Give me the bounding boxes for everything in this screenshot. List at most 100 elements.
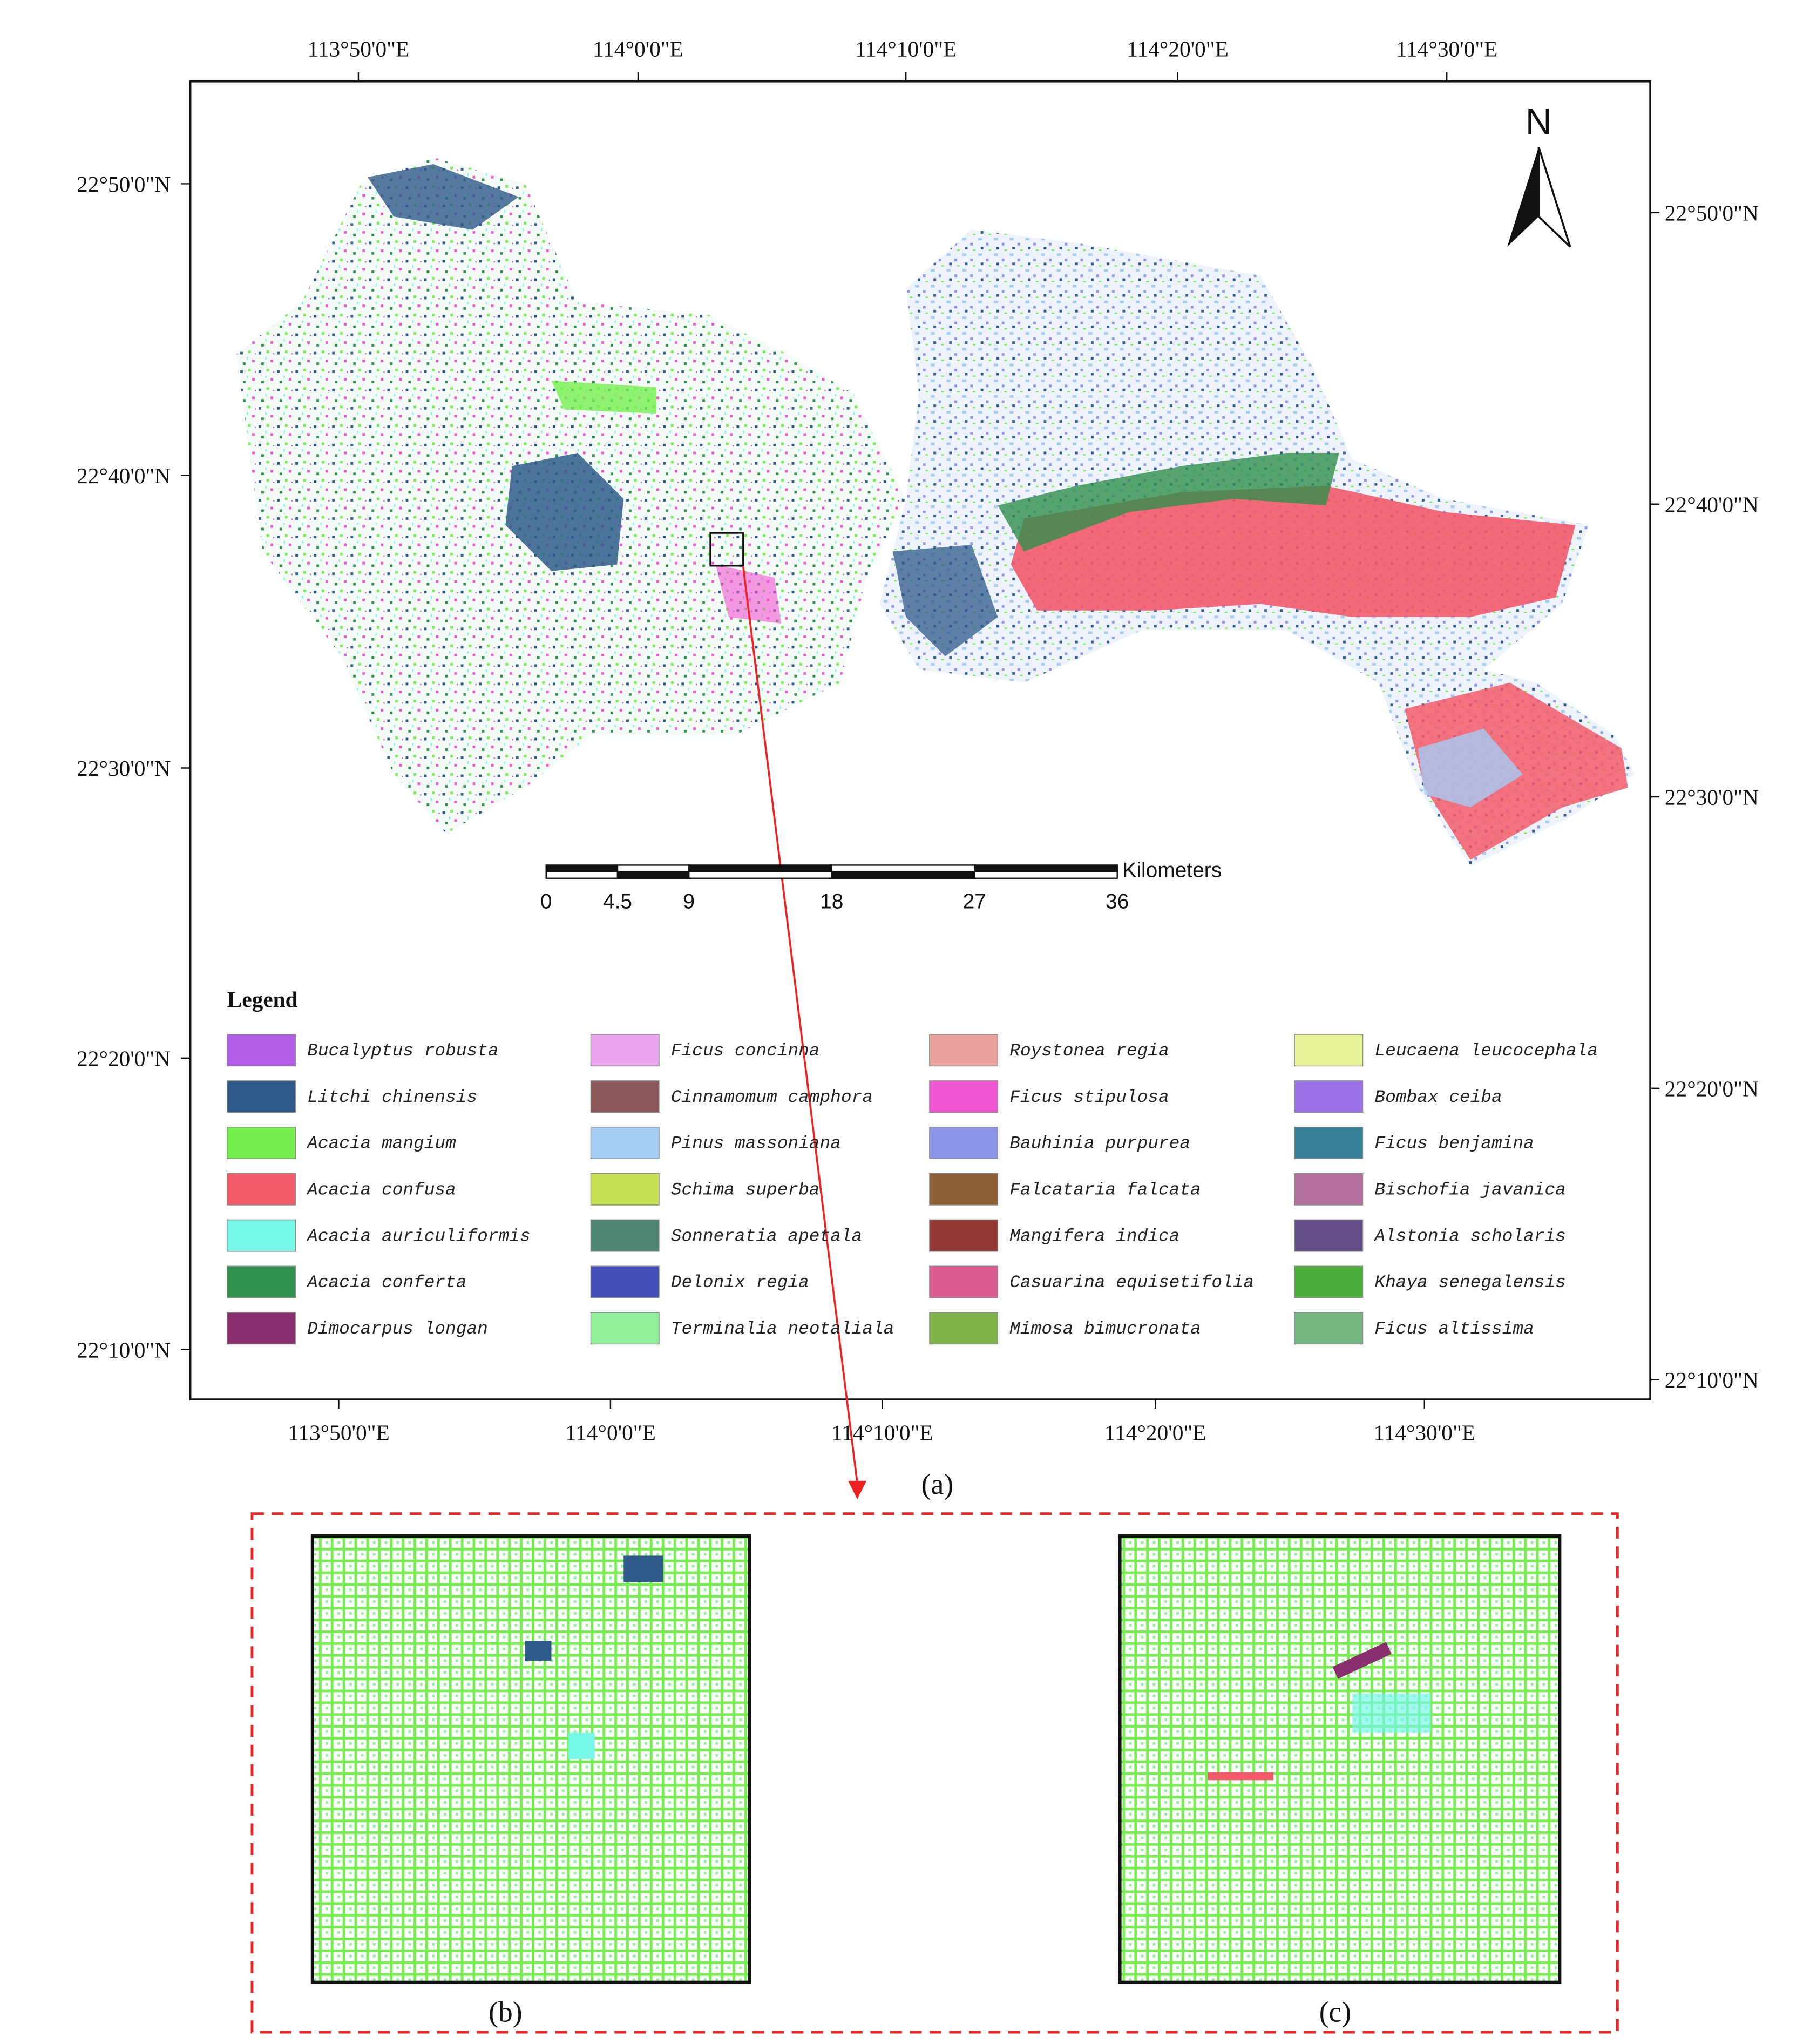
legend-swatch bbox=[590, 1034, 660, 1067]
panel-label: (c) bbox=[1319, 1996, 1351, 2028]
lat-label: 22°50'0"N bbox=[77, 172, 171, 197]
scale-segment bbox=[831, 871, 975, 879]
legend-swatch bbox=[929, 1127, 999, 1159]
lat-label: 22°30'0"N bbox=[1665, 785, 1759, 810]
legend-label: Schima superba bbox=[671, 1180, 820, 1200]
legend-label: Acacia mangium bbox=[306, 1134, 456, 1154]
legend-swatch bbox=[590, 1219, 660, 1252]
legend-label: Ficus stipulosa bbox=[1009, 1087, 1169, 1107]
patch bbox=[1332, 1642, 1392, 1679]
legend-label: Acacia conferta bbox=[306, 1273, 466, 1292]
scale-segment bbox=[973, 871, 1118, 879]
scale-segment bbox=[616, 871, 690, 879]
legend-label: Terminalia neotaliala bbox=[671, 1319, 894, 1339]
lon-label: 114°30'0"E bbox=[1396, 37, 1498, 62]
legend-label: Khaya senegalensis bbox=[1374, 1273, 1565, 1292]
legend-label: Litchi chinensis bbox=[307, 1087, 477, 1107]
lat-label: 22°10'0"N bbox=[77, 1337, 171, 1362]
pinus-patch bbox=[1418, 728, 1523, 808]
lon-label: 114°10'0"E bbox=[855, 37, 957, 62]
legend-label: Falcataria falcata bbox=[1009, 1180, 1201, 1200]
legend-label: Bischofia javanica bbox=[1374, 1180, 1565, 1200]
zoom-box bbox=[709, 532, 744, 567]
scale-segment bbox=[688, 871, 832, 879]
patch bbox=[568, 1732, 595, 1759]
lon-label: 113°50'0"E bbox=[308, 37, 410, 62]
legend-swatch bbox=[929, 1173, 999, 1206]
scale-label: 4.5 bbox=[603, 890, 632, 913]
legend-swatch bbox=[227, 1127, 296, 1159]
scale-label: 0 bbox=[540, 890, 552, 913]
legend-swatch bbox=[929, 1219, 999, 1252]
legend-swatch bbox=[227, 1312, 296, 1345]
north-arrow bbox=[1507, 147, 1539, 247]
scale-segment bbox=[973, 864, 1118, 872]
legend-label: Ficus altissima bbox=[1374, 1319, 1534, 1339]
legend-label: Bombax ceiba bbox=[1374, 1087, 1502, 1107]
legend-label: Ficus concinna bbox=[671, 1041, 820, 1061]
zoom-arrow bbox=[742, 565, 858, 1484]
legend-swatch bbox=[1294, 1265, 1364, 1298]
lat-label: 22°30'0"N bbox=[77, 756, 171, 781]
lat-label: 22°20'0"N bbox=[1665, 1076, 1759, 1101]
stipulosa-patch bbox=[715, 564, 782, 624]
litchi-patch bbox=[505, 452, 624, 571]
mangium-patch bbox=[551, 381, 657, 414]
legend-swatch bbox=[1294, 1127, 1364, 1159]
legend-label: Casuarina equisetifolia bbox=[1009, 1273, 1254, 1292]
legend-swatch bbox=[1294, 1034, 1364, 1067]
scale-label: 27 bbox=[963, 890, 986, 913]
legend-label: Cinnamomum camphora bbox=[671, 1087, 873, 1107]
lat-label: 22°40'0"N bbox=[1665, 492, 1759, 517]
legend-title: Legend bbox=[227, 987, 298, 1012]
legend-swatch bbox=[590, 1080, 660, 1113]
legend-swatch bbox=[227, 1173, 296, 1206]
scale-segment bbox=[831, 864, 975, 872]
conferta-patch bbox=[998, 452, 1339, 552]
legend-swatch bbox=[929, 1034, 999, 1067]
litchi-patch bbox=[367, 164, 519, 230]
confusa-patch bbox=[1011, 485, 1576, 617]
patch bbox=[623, 1555, 663, 1582]
legend-swatch bbox=[1294, 1312, 1364, 1345]
lon-label: 114°10'0"E bbox=[831, 1420, 933, 1445]
legend-label: Mimosa bimucronata bbox=[1009, 1319, 1201, 1339]
legend-swatch bbox=[590, 1312, 660, 1345]
legend-label: Dimocarpus longan bbox=[307, 1319, 488, 1339]
scale-label: 9 bbox=[683, 890, 695, 913]
lon-label: 114°20'0"E bbox=[1104, 1420, 1206, 1445]
legend-swatch bbox=[1294, 1173, 1364, 1206]
legend-label: Pinus massoniana bbox=[671, 1134, 841, 1154]
lat-label: 22°20'0"N bbox=[77, 1046, 171, 1071]
legend-swatch bbox=[1294, 1219, 1364, 1252]
legend-swatch bbox=[590, 1127, 660, 1159]
lat-label: 22°40'0"N bbox=[77, 463, 171, 488]
scale-label: 18 bbox=[820, 890, 843, 913]
lat-label: 22°50'0"N bbox=[1665, 201, 1759, 226]
detail-box bbox=[250, 1512, 1619, 2034]
north-arrow bbox=[1537, 146, 1571, 248]
legend-swatch bbox=[227, 1219, 296, 1252]
lon-label: 114°30'0"E bbox=[1374, 1420, 1476, 1445]
patch bbox=[1352, 1693, 1431, 1733]
litchi-patch bbox=[892, 545, 998, 656]
legend-swatch bbox=[227, 1034, 296, 1067]
north-label: N bbox=[1526, 101, 1552, 142]
lon-label: 114°0'0"E bbox=[593, 37, 683, 62]
panel-b-image bbox=[310, 1534, 751, 1984]
legend-label: Bucalyptus robusta bbox=[307, 1041, 498, 1061]
legend-swatch bbox=[227, 1265, 296, 1298]
legend-label: Acacia auriculiformis bbox=[306, 1226, 531, 1246]
legend-swatch bbox=[929, 1080, 999, 1113]
lon-label: 114°0'0"E bbox=[565, 1420, 656, 1445]
panel-c-image bbox=[1118, 1534, 1562, 1984]
legend-label: Mangifera indica bbox=[1009, 1226, 1179, 1246]
legend-swatch bbox=[929, 1312, 999, 1345]
scale-segment bbox=[545, 864, 619, 872]
scale-segment bbox=[616, 864, 690, 872]
legend-swatch bbox=[929, 1265, 999, 1298]
arrow-head bbox=[848, 1480, 867, 1499]
lon-label: 113°50'0"E bbox=[288, 1420, 390, 1445]
